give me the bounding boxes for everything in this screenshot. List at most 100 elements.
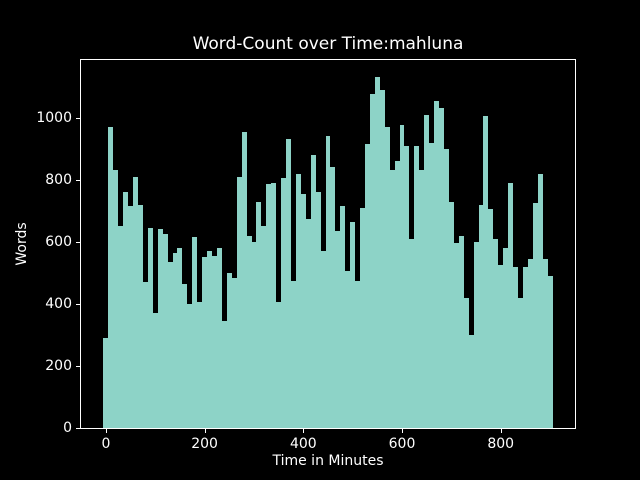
bar <box>498 265 504 428</box>
bar <box>212 255 217 428</box>
bar <box>389 170 395 428</box>
bar <box>493 238 499 428</box>
y-tick-mark <box>76 179 80 181</box>
bar <box>246 235 252 428</box>
x-tick-mark <box>500 429 502 433</box>
bar <box>251 241 257 428</box>
bar <box>360 207 366 428</box>
bar <box>305 218 311 428</box>
bar <box>488 209 494 428</box>
bar <box>478 204 484 428</box>
bar <box>414 145 420 428</box>
bar <box>404 145 410 428</box>
bar <box>547 275 553 428</box>
bar <box>518 297 523 428</box>
bar <box>399 125 405 428</box>
x-tick-label: 800 <box>487 436 515 452</box>
bar <box>128 206 134 428</box>
bar <box>152 313 158 428</box>
bar <box>226 272 232 428</box>
bar <box>419 170 425 428</box>
bar <box>236 176 242 428</box>
bar <box>182 283 188 428</box>
bar <box>281 178 287 428</box>
bar <box>108 127 114 428</box>
bar <box>103 338 109 428</box>
bar <box>424 114 430 428</box>
y-tick-mark <box>76 117 80 119</box>
x-tick-mark <box>402 429 404 433</box>
y-tick-label: 1000 <box>36 109 72 126</box>
bar <box>458 235 464 428</box>
bar <box>483 116 489 428</box>
x-tick-mark <box>204 429 206 433</box>
bar <box>345 271 351 428</box>
bar <box>261 226 267 428</box>
bar <box>320 251 326 428</box>
bar <box>197 302 203 428</box>
bar <box>350 221 356 428</box>
bar <box>463 297 469 428</box>
y-tick-mark <box>76 428 80 429</box>
bar <box>241 131 247 428</box>
chart-title: Word-Count over Time:mahluna <box>192 34 464 54</box>
bar <box>439 108 444 428</box>
bar <box>118 226 124 428</box>
bar <box>384 127 390 428</box>
bar-series <box>81 60 575 428</box>
bar <box>216 248 222 428</box>
x-tick-mark <box>303 429 305 433</box>
bar <box>300 193 306 428</box>
bar <box>147 227 153 428</box>
bar <box>167 262 173 428</box>
bar <box>202 257 208 428</box>
bar <box>374 77 380 428</box>
bar <box>527 258 533 428</box>
bar <box>266 184 272 428</box>
bar <box>271 182 277 428</box>
bar <box>187 303 193 428</box>
y-tick-label: 600 <box>45 233 72 250</box>
bar <box>532 203 538 428</box>
bar <box>453 243 459 428</box>
bar <box>310 154 316 428</box>
y-tick-label: 0 <box>63 420 72 436</box>
bar <box>369 94 375 428</box>
bar <box>379 89 385 428</box>
x-axis-label: Time in Minutes <box>272 453 384 469</box>
bar <box>542 258 548 428</box>
bar <box>157 229 163 428</box>
bar <box>473 241 479 428</box>
x-tick-label: 400 <box>289 436 317 452</box>
bar <box>295 173 301 428</box>
y-tick-label: 200 <box>45 357 72 374</box>
bar <box>221 320 227 428</box>
y-tick-mark <box>76 303 80 305</box>
bar <box>162 234 168 428</box>
bar <box>330 167 336 428</box>
bar <box>286 139 291 428</box>
bar <box>276 302 282 428</box>
y-tick-mark <box>76 241 80 243</box>
bar <box>340 206 346 428</box>
bar <box>513 266 518 428</box>
bar <box>448 201 454 428</box>
bar <box>315 192 321 428</box>
bar <box>290 280 296 428</box>
bar <box>256 201 262 428</box>
bar <box>443 148 449 428</box>
bar <box>355 280 361 428</box>
bar <box>537 173 543 428</box>
bar <box>335 230 341 428</box>
bar <box>503 248 509 428</box>
bar <box>207 251 213 428</box>
bar <box>325 136 331 428</box>
bar <box>409 238 415 428</box>
bar <box>231 277 237 428</box>
bar <box>434 100 440 428</box>
bar <box>123 192 129 428</box>
bar <box>142 282 148 428</box>
bar <box>429 142 435 428</box>
bar <box>365 144 370 428</box>
